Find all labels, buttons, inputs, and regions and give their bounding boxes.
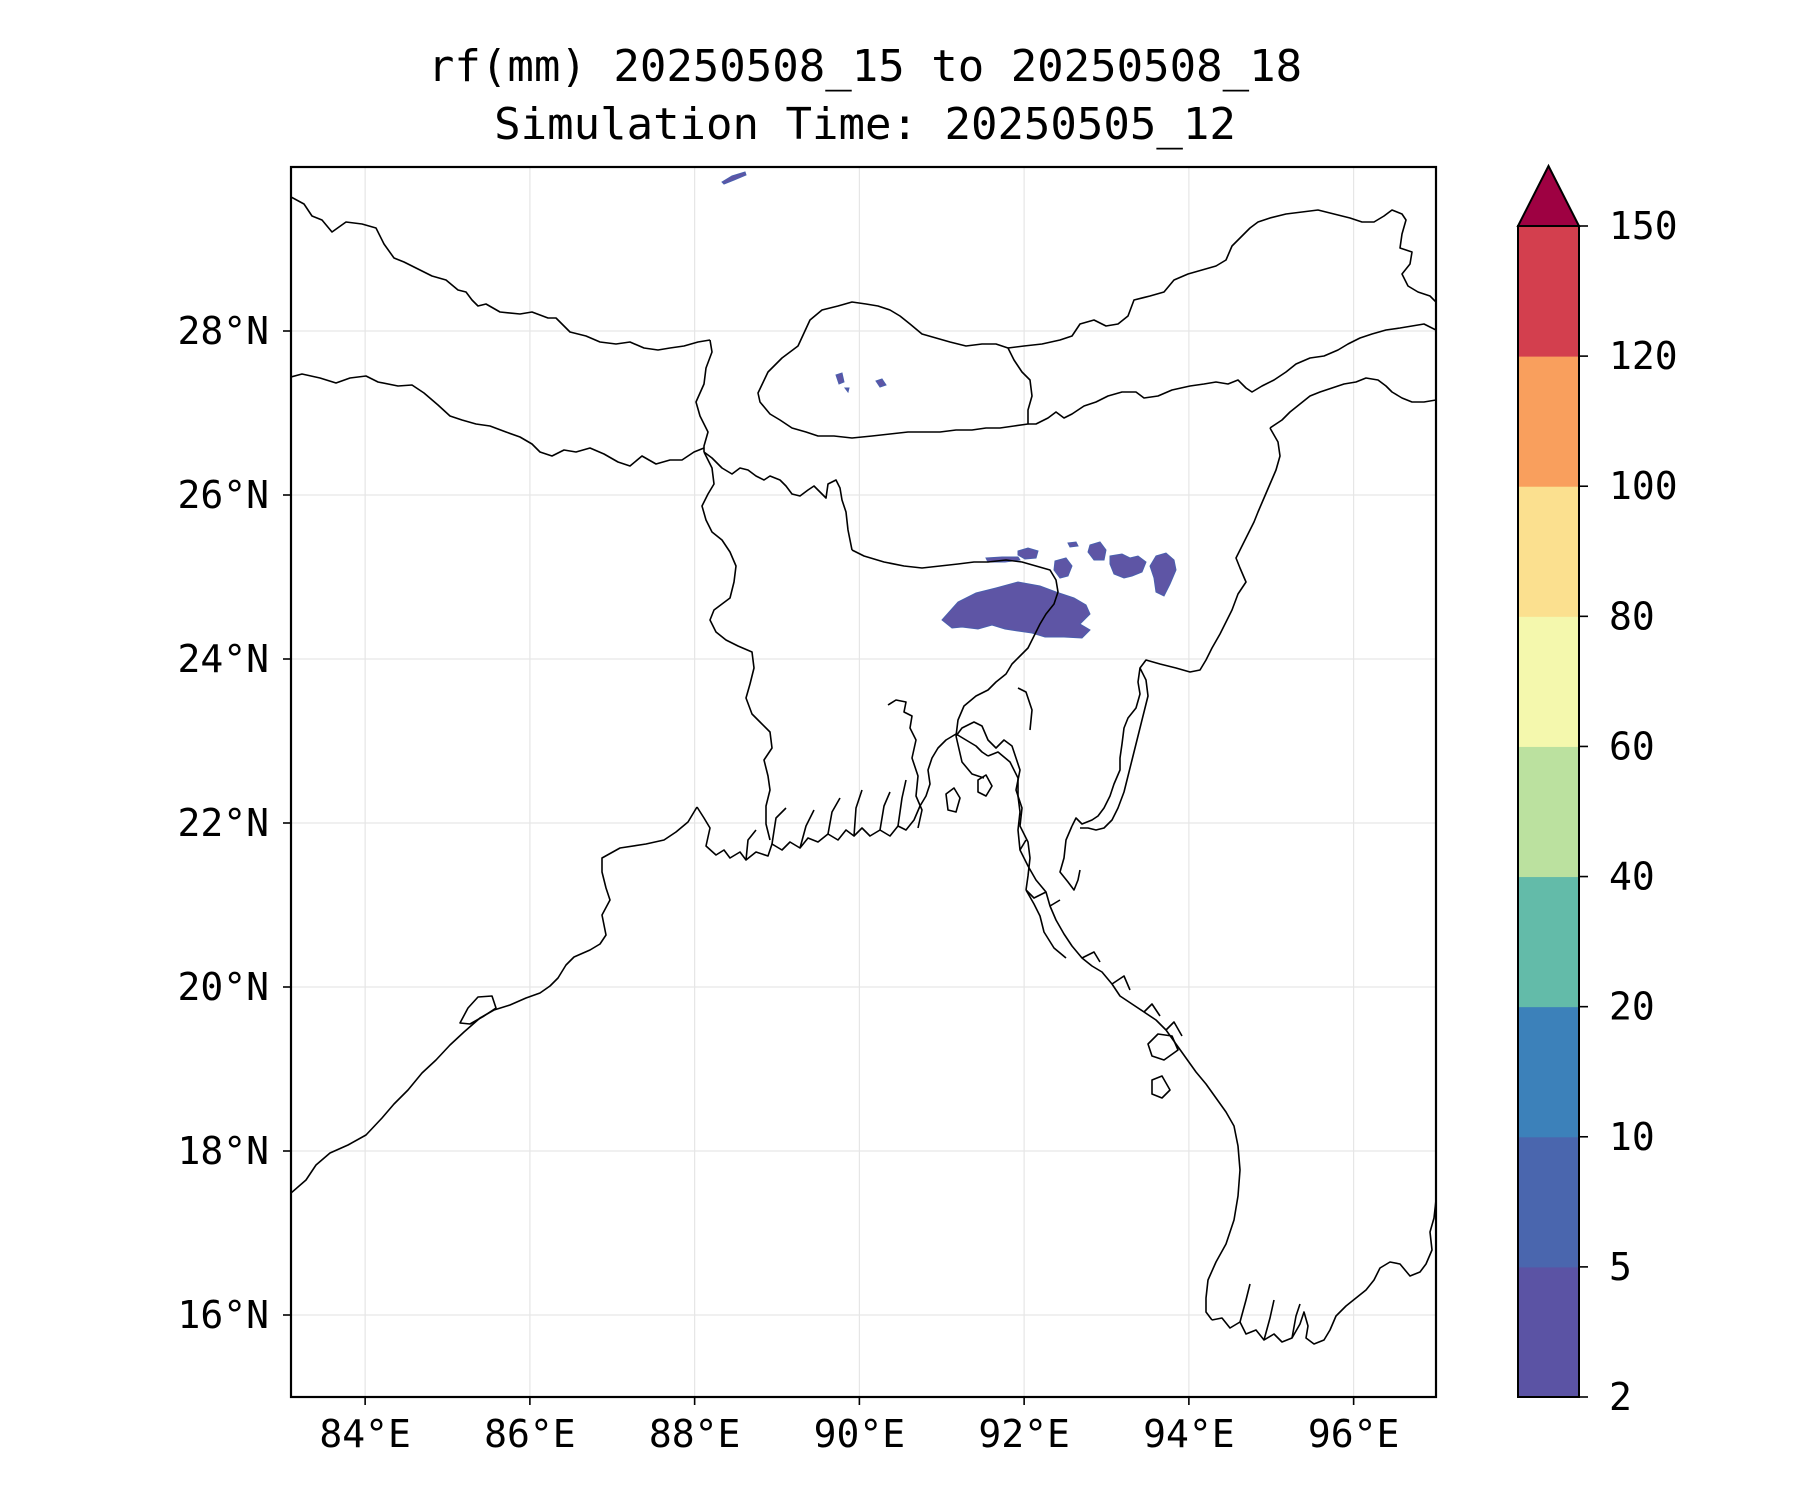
rain-area-north-5	[1109, 553, 1147, 579]
colorbar-tick-label: 10	[1609, 1115, 1655, 1159]
coastline-irrawaddy-delta	[1211, 1199, 1436, 1345]
rain-area-north-4	[1087, 541, 1107, 561]
border-tripura-west	[955, 687, 1047, 899]
colorbar-tick-label: 80	[1609, 594, 1655, 638]
colorbar-segment	[1518, 356, 1579, 487]
y-tick-label: 18°N	[177, 1129, 269, 1173]
y-axis-ticks: 16°N 18°N 20°N 22°N 24°N 26°N 28°N	[177, 309, 291, 1337]
border-arunachal-myanmar	[1269, 377, 1436, 429]
colorbar-tick-label: 2	[1609, 1375, 1632, 1419]
x-tick-label: 96°E	[1308, 1412, 1400, 1456]
border-assam-myanmar	[1071, 427, 1281, 827]
coastline-myanmar-west	[987, 751, 1241, 1321]
coastline-south-inner	[1025, 889, 1067, 959]
y-tick-label: 28°N	[177, 309, 269, 353]
border-mizoram-myanmar	[1080, 667, 1149, 831]
border-arunachal-tibet	[1007, 209, 1436, 349]
colorbar-tick-label: 120	[1609, 334, 1678, 378]
map-geography	[291, 171, 1436, 1345]
coastline-india-east	[291, 806, 698, 1194]
coastline-orissa-island	[459, 995, 497, 1025]
colorbar-tick-label: 40	[1609, 855, 1655, 899]
border-north-bengal-bd	[703, 451, 853, 551]
colorbar-segment	[1518, 616, 1579, 747]
rain-area-north-6	[1149, 552, 1177, 597]
rain-area-north-2	[1017, 547, 1039, 560]
rain-area-north-edge	[721, 171, 747, 185]
island-cheduba	[1147, 1033, 1179, 1061]
colorbar-tick-label: 20	[1609, 985, 1655, 1029]
border-assam-north	[1028, 323, 1436, 425]
colorbar-segment	[1518, 226, 1579, 357]
colorbar-segment	[1518, 1136, 1579, 1268]
border-nepal-tibet	[291, 196, 711, 351]
y-tick-label: 20°N	[177, 965, 269, 1009]
border-west-bengal-bd	[701, 451, 773, 841]
rain-area-north-7	[1067, 541, 1079, 548]
colorbar-extend-arrow	[1516, 163, 1581, 227]
colorbar-tick-label: 100	[1609, 464, 1678, 508]
coastline-meghna-estuary	[887, 699, 923, 829]
colorbar-segment	[1518, 1266, 1579, 1398]
rain-area-main	[941, 581, 1091, 639]
colorbar-tick-label: 60	[1609, 724, 1655, 768]
colorbar-segment	[1518, 746, 1579, 878]
map-title: rf(mm) 20250508_15 to 20250508_18	[427, 41, 1303, 92]
map-frame	[289, 165, 1438, 1399]
island-ramree	[1151, 1075, 1171, 1099]
colorbar-segment	[1518, 1006, 1579, 1138]
x-tick-label: 86°E	[484, 1412, 576, 1456]
rain-area-bhutan-2	[875, 378, 887, 388]
colorbar-tick-label: 5	[1609, 1245, 1632, 1289]
y-tick-label: 16°N	[177, 1293, 269, 1337]
border-nepal-india	[291, 373, 705, 467]
colorbar-outline	[1517, 225, 1580, 1398]
x-tick-label: 94°E	[1143, 1412, 1235, 1456]
y-tick-label: 22°N	[177, 801, 269, 845]
x-tick-label: 84°E	[319, 1412, 411, 1456]
border-mizoram	[1059, 825, 1081, 891]
borders-and-coastlines	[291, 196, 1436, 1345]
y-tick-label: 26°N	[177, 473, 269, 517]
border-tripura	[955, 721, 1031, 891]
rainfall-areas	[721, 171, 1177, 639]
colorbar-segment	[1518, 486, 1579, 617]
y-tick-label: 24°N	[177, 637, 269, 681]
map-subtitle: Simulation Time: 20250505_12	[494, 99, 1236, 150]
island-bhola	[945, 787, 961, 813]
border-bhutan	[757, 301, 1033, 439]
graticule	[291, 167, 1436, 1397]
colorbar-segment	[1518, 876, 1579, 1008]
x-tick-label: 90°E	[814, 1412, 906, 1456]
coastline-myanmar-cuts	[1019, 839, 1183, 1037]
x-tick-label: 88°E	[649, 1412, 741, 1456]
rain-area-bhutan-3	[844, 387, 850, 394]
rain-area-bhutan-1	[835, 372, 845, 385]
x-axis-ticks: 84°E 86°E 88°E 90°E 92°E 94°E 96°E	[319, 1397, 1399, 1456]
border-sikkim	[695, 339, 713, 452]
rain-area-north-3	[1053, 557, 1073, 579]
coastline-ganges-delta	[696, 733, 989, 861]
colorbar: 2 5 10 20 40 60 80 100 120 150	[1516, 163, 1678, 1419]
coastline-delta-inlets	[745, 779, 907, 861]
coastline-delta-mouths	[1239, 1283, 1301, 1341]
border-meghalaya-bangladesh	[851, 549, 1059, 737]
x-tick-label: 92°E	[978, 1412, 1070, 1456]
colorbar-tick-label: 150	[1609, 204, 1678, 248]
island-hatiya	[977, 774, 993, 797]
